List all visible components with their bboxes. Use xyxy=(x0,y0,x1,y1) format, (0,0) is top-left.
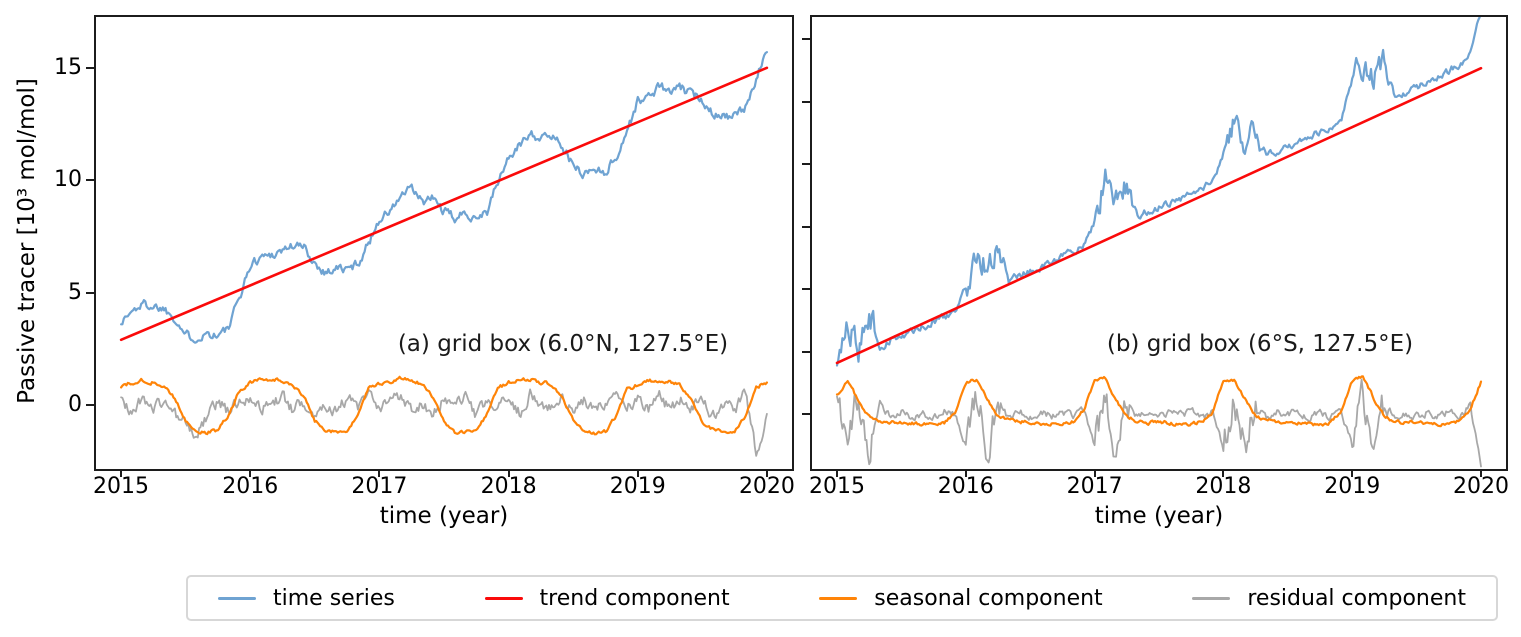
x-tick-mark xyxy=(1480,469,1482,477)
panel-b-plot-area: (b) grid box (6°S, 127.5°E) xyxy=(810,15,1508,471)
series-line-time-series xyxy=(835,17,1481,367)
seasonal-line-icon xyxy=(819,596,858,600)
x-tick-label: 2016 xyxy=(222,474,279,499)
legend-label: trend component xyxy=(539,585,730,611)
x-tick-mark xyxy=(1351,469,1354,477)
x-tick-mark xyxy=(636,469,639,477)
y-tick-label: 0 xyxy=(68,391,82,417)
legend-label: time series xyxy=(273,585,395,611)
x-tick-label: 2015 xyxy=(93,474,150,499)
time-series-line-icon xyxy=(218,596,256,600)
x-tick-label: 2020 xyxy=(738,474,795,499)
y-tick-mark xyxy=(86,291,94,294)
x-tick-label: 2019 xyxy=(1324,474,1381,499)
residual-line-icon xyxy=(1192,596,1231,600)
panel-a-annotation: (a) grid box (6.0°N, 127.5°E) xyxy=(397,331,729,357)
x-tick-label: 2020 xyxy=(1453,474,1509,499)
x-tick-label: 2017 xyxy=(351,474,408,499)
legend: time series trend component seasonal com… xyxy=(186,575,1498,621)
x-tick-mark xyxy=(249,469,252,477)
x-tick-label: 2019 xyxy=(609,474,666,499)
y-tick-mark xyxy=(802,225,810,228)
y-tick-mark xyxy=(802,413,810,416)
x-tick-mark xyxy=(964,469,967,477)
x-tick-mark xyxy=(835,469,838,477)
x-tick-mark xyxy=(765,469,768,477)
y-tick-label: 15 xyxy=(54,54,82,80)
x-tick-mark xyxy=(507,469,510,477)
y-tick-mark xyxy=(802,288,810,291)
panel-b-series-canvas xyxy=(835,17,1483,468)
x-tick-label: 2015 xyxy=(808,474,865,499)
y-tick-mark xyxy=(802,163,810,166)
legend-label: seasonal component xyxy=(874,585,1103,611)
panel-b-annotation: (b) grid box (6°S, 127.5°E) xyxy=(1106,331,1414,357)
series-line-trend-component xyxy=(119,66,769,342)
series-line-residual-component xyxy=(836,378,1482,468)
legend-item-residual-component: residual component xyxy=(1192,586,1466,611)
y-axis-label: Passive tracer [10³ mol/mol] xyxy=(14,78,40,404)
x-tick-label: 2018 xyxy=(1195,474,1252,499)
x-tick-mark xyxy=(120,469,123,477)
panel-b-x-axis-label: time (year) xyxy=(1094,503,1224,529)
y-tick-mark xyxy=(86,179,94,182)
x-tick-mark xyxy=(1093,469,1096,477)
y-tick-label: 5 xyxy=(68,279,82,305)
panel-a-x-axis-label: time (year) xyxy=(379,503,509,529)
y-tick-label: 10 xyxy=(54,167,82,193)
x-tick-mark xyxy=(1222,469,1225,477)
x-tick-label: 2016 xyxy=(937,474,994,499)
trend-line-icon xyxy=(484,596,523,600)
series-line-time-series xyxy=(120,50,769,344)
legend-label: residual component xyxy=(1247,585,1466,611)
legend-item-time-series: time series xyxy=(218,586,395,611)
y-tick-mark xyxy=(86,403,94,406)
y-tick-mark xyxy=(802,100,810,103)
y-tick-mark xyxy=(802,38,810,41)
panel-a-series-canvas xyxy=(119,50,769,457)
series-line-trend-component xyxy=(835,66,1483,365)
x-tick-mark xyxy=(378,469,381,477)
series-line-residual-component xyxy=(120,388,768,457)
series-line-seasonal-component xyxy=(120,375,769,436)
y-tick-mark xyxy=(802,350,810,353)
legend-item-seasonal-component: seasonal component xyxy=(819,585,1103,611)
x-tick-label: 2017 xyxy=(1066,474,1123,499)
y-tick-mark xyxy=(86,66,94,69)
panel-a-plot-area: (a) grid box (6.0°N, 127.5°E) xyxy=(94,15,794,471)
x-tick-label: 2018 xyxy=(480,474,537,499)
series-line-seasonal-component xyxy=(835,375,1483,428)
legend-item-trend-component: trend component xyxy=(484,585,730,611)
